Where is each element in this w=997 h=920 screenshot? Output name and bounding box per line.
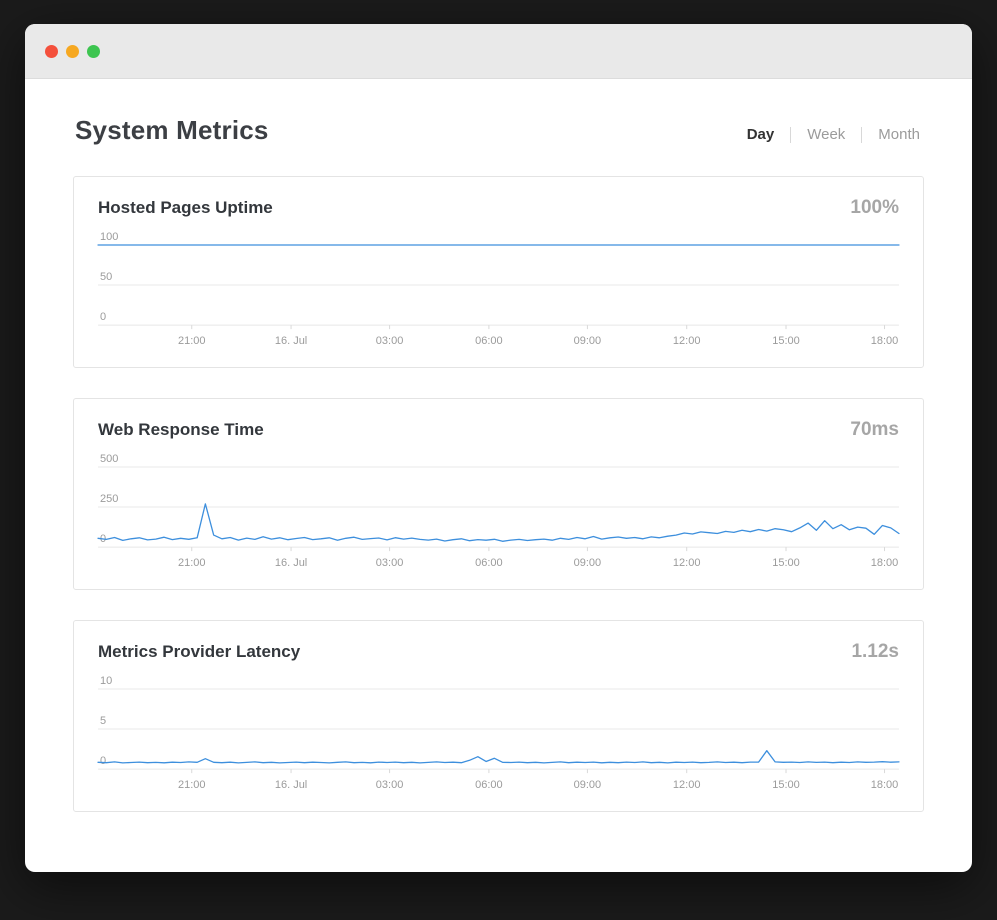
svg-text:12:00: 12:00 [673, 779, 701, 791]
svg-text:5: 5 [100, 715, 106, 727]
page-header: System Metrics Day Week Month [75, 115, 922, 146]
svg-text:50: 50 [100, 271, 112, 283]
svg-text:12:00: 12:00 [673, 557, 701, 569]
svg-text:100: 100 [100, 231, 118, 243]
window-titlebar [25, 24, 972, 79]
svg-text:03:00: 03:00 [376, 335, 404, 347]
app-window: System Metrics Day Week Month Hosted Pag… [25, 24, 972, 873]
time-range-tabs: Day Week Month [745, 126, 922, 143]
tab-week[interactable]: Week [807, 126, 846, 143]
latency-metric-card: Metrics Provider Latency 1.12s 0 5 10 21:00… [73, 620, 924, 813]
svg-text:0: 0 [100, 755, 106, 767]
svg-text:21:00: 21:00 [178, 335, 206, 347]
tab-day[interactable]: Day [746, 126, 775, 143]
svg-text:21:00: 21:00 [178, 779, 206, 791]
card-current-value: 1.12s [851, 641, 899, 663]
response-time-metric-card: Web Response Time 70ms 0 250 500 21:00 16. J… [73, 398, 924, 591]
svg-text:09:00: 09:00 [574, 335, 602, 347]
svg-text:21:00: 21:00 [178, 557, 206, 569]
svg-text:03:00: 03:00 [376, 779, 404, 791]
card-current-value: 100% [850, 197, 899, 218]
svg-text:12:00: 12:00 [673, 335, 701, 347]
svg-text:15:00: 15:00 [772, 335, 800, 347]
svg-text:06:00: 06:00 [475, 335, 503, 347]
svg-text:03:00: 03:00 [376, 557, 404, 569]
card-header: Metrics Provider Latency 1.12s [98, 641, 899, 663]
card-header: Web Response Time 70ms [98, 419, 899, 441]
svg-text:0: 0 [100, 311, 106, 323]
svg-text:16. Jul: 16. Jul [275, 335, 307, 347]
card-title: Hosted Pages Uptime [98, 198, 273, 217]
card-header: Hosted Pages Uptime 100% [98, 197, 899, 219]
main-content: System Metrics Day Week Month Hosted Pag… [25, 79, 972, 872]
card-title: Metrics Provider Latency [98, 642, 301, 662]
window-close-button[interactable] [45, 44, 58, 58]
svg-text:06:00: 06:00 [475, 779, 503, 791]
uptime-metric-card: Hosted Pages Uptime 100% 0 50 100 21:00 16. … [73, 176, 924, 369]
svg-text:500: 500 [100, 453, 118, 465]
window-zoom-button[interactable] [87, 44, 100, 58]
svg-text:10: 10 [100, 675, 112, 687]
svg-text:09:00: 09:00 [574, 557, 602, 569]
svg-text:15:00: 15:00 [772, 557, 800, 569]
hosted-pages-uptime-chart: 0 50 100 21:00 16. Jul 03:00 06:00 09:00 12:00 15… [97, 231, 900, 347]
svg-text:16. Jul: 16. Jul [275, 779, 307, 791]
svg-text:15:00: 15:00 [772, 779, 800, 791]
svg-text:09:00: 09:00 [574, 779, 602, 791]
metrics-provider-latency-chart: 0 5 10 21:00 16. Jul 03:00 06:00 09:00 12:00 15:0… [97, 675, 900, 791]
tab-divider [861, 126, 863, 143]
svg-text:250: 250 [100, 493, 118, 505]
svg-text:16. Jul: 16. Jul [275, 557, 307, 569]
svg-text:18:00: 18:00 [871, 557, 899, 569]
svg-text:18:00: 18:00 [871, 779, 899, 791]
card-current-value: 70ms [850, 419, 899, 441]
svg-text:18:00: 18:00 [871, 335, 899, 347]
window-minimize-button[interactable] [66, 44, 79, 58]
page-title: System Metrics [75, 115, 269, 145]
card-title: Web Response Time [98, 420, 264, 440]
svg-text:06:00: 06:00 [475, 557, 503, 569]
tab-divider [790, 126, 792, 143]
tab-month[interactable]: Month [878, 126, 920, 143]
